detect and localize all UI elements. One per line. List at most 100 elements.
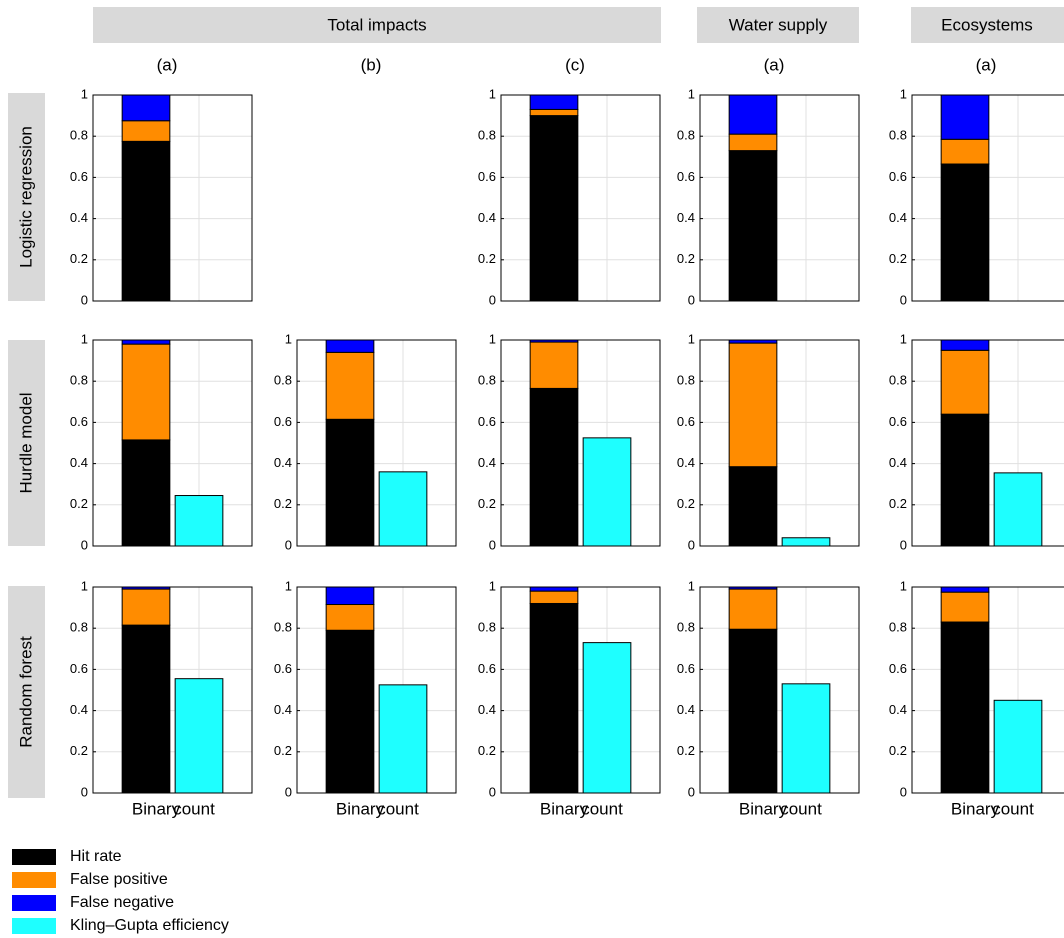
column-header: Total impacts	[327, 15, 426, 34]
y-tick-label: 0.2	[274, 743, 292, 758]
axes-box	[699, 586, 860, 794]
row-label: Random forest	[16, 636, 35, 748]
y-tick-label: 0	[688, 537, 695, 552]
y-tick-label: 0.2	[70, 496, 88, 511]
bar-segment	[582, 437, 632, 547]
y-tick-label: 0.4	[889, 702, 907, 717]
axes-box	[296, 339, 457, 547]
bar-segment	[940, 138, 990, 165]
y-tick-label: 0.4	[677, 455, 695, 470]
y-tick-label: 0.8	[478, 128, 496, 143]
bar-segment	[529, 586, 579, 592]
x-tick-label: count	[173, 799, 215, 818]
y-tick-label: 0.6	[889, 414, 907, 429]
header-box	[911, 7, 1064, 43]
y-tick-label: 1	[489, 331, 496, 346]
row-label-box	[8, 340, 45, 546]
plot-area	[700, 587, 859, 793]
bar-segment	[529, 602, 579, 794]
bar-segment	[529, 341, 579, 389]
bar-segment	[325, 604, 375, 631]
y-tick-label: 0.8	[478, 373, 496, 388]
bar-segment	[529, 115, 579, 302]
y-tick-label: 0.4	[677, 702, 695, 717]
y-tick-label: 0.6	[70, 414, 88, 429]
y-tick-label: 0.6	[677, 661, 695, 676]
bar-segment	[325, 351, 375, 420]
legend-swatch	[12, 849, 56, 865]
y-tick-label: 0.4	[677, 210, 695, 225]
y-tick-label: 0.4	[478, 702, 496, 717]
column-header: Water supply	[729, 15, 828, 34]
bar-segment	[378, 684, 428, 794]
header-box	[697, 7, 859, 43]
bar-segment	[529, 94, 579, 110]
y-tick-label: 1	[900, 331, 907, 346]
axes-box	[699, 339, 860, 547]
y-tick-label: 0	[81, 537, 88, 552]
bar-segment	[529, 108, 579, 117]
x-tick-label: Binary	[951, 799, 1000, 818]
x-tick-label: count	[780, 799, 822, 818]
y-tick-label: 0.2	[677, 743, 695, 758]
y-tick-label: 0	[489, 292, 496, 307]
panel-label: (a)	[157, 55, 178, 74]
y-tick-label: 0	[285, 537, 292, 552]
y-tick-label: 0.8	[889, 128, 907, 143]
y-tick-label: 1	[489, 578, 496, 593]
y-tick-label: 1	[81, 331, 88, 346]
bar-segment	[121, 624, 171, 794]
panel-label: (b)	[361, 55, 382, 74]
bar-segment	[325, 629, 375, 794]
axes-box	[92, 586, 253, 794]
y-tick-label: 0.4	[70, 702, 88, 717]
x-tick-label: count	[581, 799, 623, 818]
y-tick-label: 0.8	[677, 128, 695, 143]
legend-label: False positive	[70, 871, 168, 888]
x-tick-label: Binary	[540, 799, 589, 818]
bar-segment	[728, 466, 778, 547]
y-tick-label: 0.6	[478, 169, 496, 184]
y-tick-label: 0.2	[274, 496, 292, 511]
y-tick-label: 1	[688, 331, 695, 346]
y-tick-label: 0	[688, 292, 695, 307]
y-tick-label: 0.2	[478, 743, 496, 758]
y-tick-label: 0	[900, 784, 907, 799]
row-label: Hurdle model	[16, 392, 35, 493]
y-tick-label: 0.2	[478, 251, 496, 266]
y-tick-label: 0.4	[274, 455, 292, 470]
bar-segment	[728, 588, 778, 630]
y-tick-label: 0.2	[889, 496, 907, 511]
bar-segment	[940, 94, 990, 140]
bar-segment	[728, 94, 778, 135]
bar-segment	[940, 349, 990, 415]
plot-area	[93, 587, 252, 793]
bar-segment	[582, 642, 632, 794]
bar-segment	[940, 339, 990, 351]
y-tick-label: 0.2	[70, 743, 88, 758]
y-tick-label: 0.6	[274, 661, 292, 676]
y-tick-label: 1	[489, 86, 496, 101]
legend-swatch	[12, 872, 56, 888]
bar-segment	[378, 471, 428, 547]
legend-swatch	[12, 918, 56, 934]
axes-box	[500, 94, 661, 302]
y-tick-label: 0.4	[70, 210, 88, 225]
y-tick-label: 0.2	[478, 496, 496, 511]
y-tick-label: 1	[688, 86, 695, 101]
bar-segment	[728, 133, 778, 152]
y-tick-label: 0	[81, 784, 88, 799]
legend-label: Hit rate	[70, 848, 122, 865]
plot-area	[501, 587, 660, 793]
y-tick-label: 0.2	[677, 496, 695, 511]
x-tick-label: count	[992, 799, 1034, 818]
bar-segment	[993, 699, 1043, 794]
y-tick-label: 0.8	[889, 620, 907, 635]
y-tick-label: 0.8	[70, 373, 88, 388]
plot-area	[297, 340, 456, 546]
y-tick-label: 1	[688, 578, 695, 593]
header-box	[93, 7, 661, 43]
y-tick-label: 0.8	[478, 620, 496, 635]
y-tick-label: 0	[81, 292, 88, 307]
bar-segment	[121, 339, 171, 345]
